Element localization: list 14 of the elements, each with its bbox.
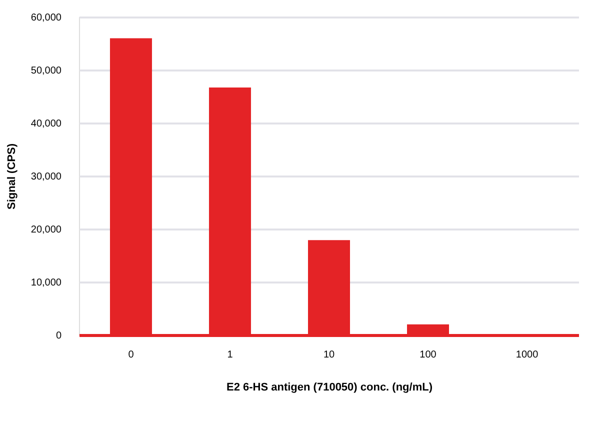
- x-tick-label: 100: [420, 350, 437, 360]
- y-tick-label: 10,000: [30, 278, 62, 288]
- y-tick-label: 0: [56, 330, 62, 342]
- y-tick-label: 20,000: [30, 224, 62, 236]
- x-tick-label: 10: [323, 350, 335, 360]
- y-tick-label: 60,000: [30, 12, 62, 24]
- x-axis-title: E2 6-HS antigen (710050) conc. (ng/mL): [226, 382, 433, 394]
- x-tick-label: 0: [128, 350, 134, 360]
- y-tick-label: 30,000: [30, 172, 62, 182]
- x-tick-label: 1000: [516, 350, 539, 360]
- x-tick-label: 1: [227, 350, 234, 360]
- y-tick-label: 50,000: [30, 66, 62, 76]
- y-axis-title: Signal (CPS): [6, 143, 18, 210]
- y-tick-label: 40,000: [30, 118, 62, 130]
